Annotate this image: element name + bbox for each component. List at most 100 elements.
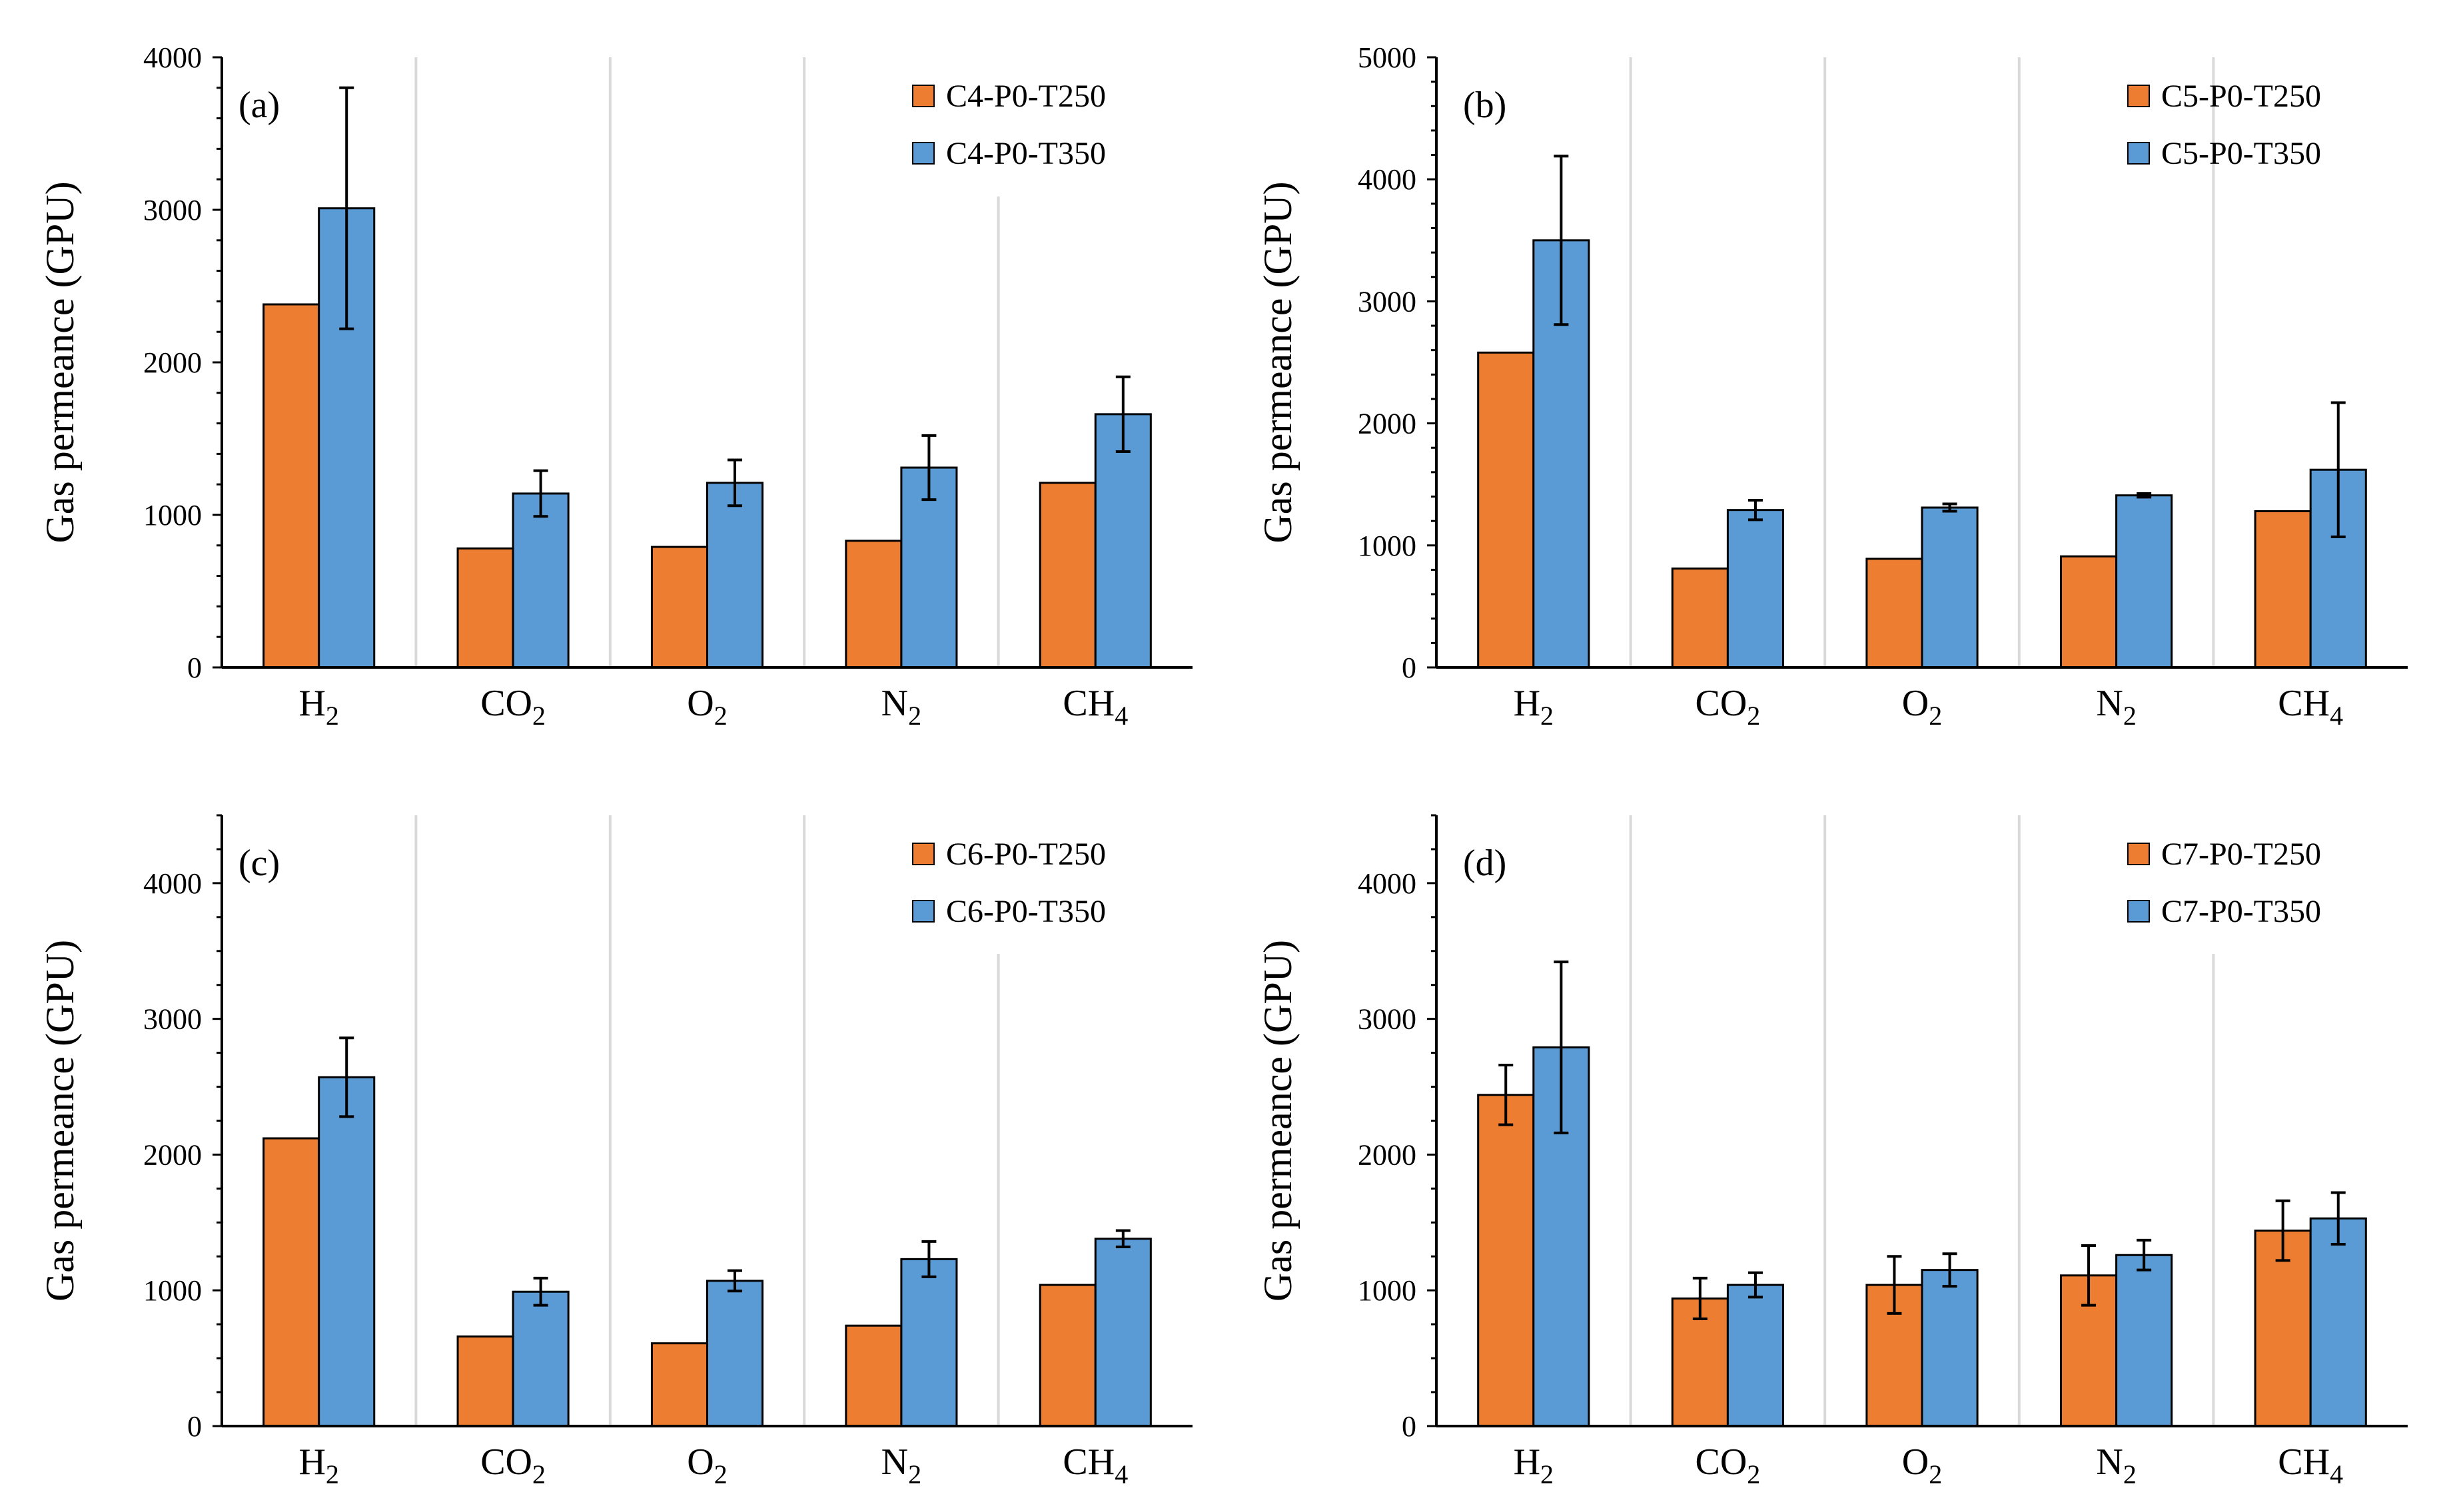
y-tick-label: 0 <box>187 1410 202 1443</box>
error-bar-C6-P0-T350-H2 <box>339 1036 354 1118</box>
legend-label: C6-P0-T250 <box>946 837 1106 872</box>
y-tick-label: 2000 <box>1358 1138 1416 1171</box>
bar-C4-P0-T250-H2 <box>262 303 320 669</box>
error-bar-C6-P0-T350-CO2 <box>533 1276 548 1307</box>
x-tick-label: CH4 <box>2278 683 2343 731</box>
x-tick-label: N2 <box>881 683 921 731</box>
error-bar-C7-P0-T350-H2 <box>1554 960 1569 1134</box>
legend-label: C4-P0-T250 <box>946 79 1106 114</box>
error-bar-C4-P0-T350-CO2 <box>533 469 548 518</box>
error-bar-C7-P0-T350-O2 <box>1942 1252 1957 1288</box>
y-tick-label: 2000 <box>143 1138 202 1171</box>
bar-C5-P0-T250-N2 <box>2059 555 2118 669</box>
error-bar-C7-P0-T250-CO2 <box>1692 1276 1708 1321</box>
chart-panel-c: 0 1000 2000 3000 4000 H2 CO2 O2 N2 CH4 Gas permean… <box>38 814 1193 1489</box>
legend-label: C4-P0-T350 <box>946 136 1106 171</box>
x-tick-label: N2 <box>2096 1441 2136 1489</box>
y-axis-label: Gas permeance (GPU) <box>1256 181 1300 543</box>
y-tick-label: 0 <box>187 651 202 684</box>
legend-swatch <box>2127 843 2150 865</box>
legend-swatch <box>912 843 935 865</box>
y-tick-label: 1000 <box>1358 1274 1416 1307</box>
y-tick-label: 3000 <box>1358 285 1416 318</box>
error-bar-C7-P0-T250-CH4 <box>2275 1199 2290 1262</box>
bar-C7-P0-T250-CH4 <box>2254 1230 2312 1427</box>
error-bar-C7-P0-T350-CH4 <box>2330 1191 2346 1246</box>
bar-C4-P0-T350-CO2 <box>512 492 570 669</box>
legend-label: C7-P0-T350 <box>2161 894 2321 929</box>
bar-C6-P0-T250-CO2 <box>456 1335 514 1427</box>
error-bar-C6-P0-T350-O2 <box>728 1269 743 1293</box>
bar-C5-P0-T350-O2 <box>1921 506 1979 669</box>
bar-C6-P0-T350-CH4 <box>1094 1238 1152 1427</box>
error-bar-C7-P0-T250-H2 <box>1498 1063 1514 1126</box>
legend-swatch <box>2127 85 2150 107</box>
x-tick-label: CO2 <box>1696 683 1761 731</box>
x-tick-label: H2 <box>298 1441 338 1489</box>
y-tick-label: 3000 <box>1358 1003 1416 1036</box>
panel-label: (d) <box>1463 843 1506 884</box>
error-bar-C7-P0-T250-N2 <box>2081 1244 2097 1307</box>
bar-C4-P0-T250-CH4 <box>1039 482 1097 669</box>
bar-C5-P0-T350-N2 <box>2115 494 2173 669</box>
legend-label: C6-P0-T350 <box>946 894 1106 929</box>
error-bar-C5-P0-T350-CO2 <box>1747 499 1763 522</box>
bar-C5-P0-T250-CO2 <box>1671 567 1729 669</box>
y-tick-label: 0 <box>1402 1410 1416 1443</box>
x-tick-label: O2 <box>687 683 727 731</box>
x-tick-label: CH4 <box>1063 683 1128 731</box>
bar-C6-P0-T250-H2 <box>262 1137 320 1427</box>
bar-C6-P0-T350-CO2 <box>512 1290 570 1427</box>
error-bar-C4-P0-T350-H2 <box>339 86 354 330</box>
bar-C6-P0-T350-O2 <box>706 1280 764 1427</box>
bar-C7-P0-T250-H2 <box>1477 1094 1535 1427</box>
chart-panel-a: 0 1000 2000 3000 4000 H2 CO2 O2 N2 CH4 Gas permean… <box>38 41 1193 731</box>
y-tick-label: 3000 <box>143 1003 202 1036</box>
panel-label: (b) <box>1463 85 1506 126</box>
y-tick-label: 1000 <box>143 499 202 532</box>
y-axis-label: Gas permeance (GPU) <box>1256 940 1300 1302</box>
y-tick-label: 1000 <box>143 1274 202 1307</box>
y-tick-label: 5000 <box>1358 41 1416 74</box>
error-bar-C4-P0-T350-O2 <box>728 458 743 508</box>
legend-swatch <box>912 85 935 107</box>
bar-C7-P0-T350-N2 <box>2115 1254 2173 1427</box>
y-tick-label: 1000 <box>1358 530 1416 562</box>
bar-C6-P0-T250-O2 <box>650 1342 708 1427</box>
y-tick-label: 4000 <box>143 41 202 74</box>
chart-panel-b: 0 1000 2000 3000 4000 5000 H2 CO2 O2 N2 CH4 Gas per… <box>1256 41 2408 731</box>
legend-label: C5-P0-T350 <box>2161 136 2321 171</box>
y-tick-label: 4000 <box>143 867 202 900</box>
x-tick-label: CH4 <box>1063 1441 1128 1489</box>
bar-C7-P0-T350-O2 <box>1921 1269 1979 1427</box>
error-bar-C7-P0-T350-N2 <box>2137 1238 2152 1272</box>
x-tick-label: CH4 <box>2278 1441 2343 1489</box>
bar-C7-P0-T350-CH4 <box>2309 1217 2367 1427</box>
error-bar-C5-P0-T350-H2 <box>1554 155 1569 326</box>
bar-C4-P0-T350-O2 <box>706 482 764 669</box>
x-tick-label: CO2 <box>480 683 546 731</box>
error-bar-C7-P0-T350-CO2 <box>1747 1271 1763 1299</box>
panel-label: (c) <box>239 843 280 884</box>
error-bar-C6-P0-T350-N2 <box>921 1240 937 1278</box>
y-tick-label: 0 <box>1402 651 1416 684</box>
bar-C6-P0-T350-N2 <box>900 1258 958 1427</box>
legend-swatch <box>2127 900 2150 923</box>
error-bar-C5-P0-T350-N2 <box>2137 492 2152 499</box>
legend-swatch <box>2127 142 2150 165</box>
bar-C6-P0-T350-H2 <box>318 1076 376 1427</box>
y-tick-label: 2000 <box>143 346 202 379</box>
bar-C4-P0-T250-N2 <box>845 540 903 669</box>
x-tick-label: CO2 <box>1696 1441 1761 1489</box>
x-tick-label: H2 <box>1514 683 1554 731</box>
bar-C6-P0-T250-CH4 <box>1039 1284 1097 1427</box>
y-axis-label: Gas permeance (GPU) <box>38 940 82 1302</box>
x-tick-label: O2 <box>687 1441 727 1489</box>
bar-C4-P0-T250-O2 <box>650 546 708 669</box>
x-tick-label: N2 <box>881 1441 921 1489</box>
y-axis-label: Gas permeance (GPU) <box>38 181 82 543</box>
bar-C5-P0-T250-H2 <box>1477 351 1535 669</box>
y-tick-label: 4000 <box>1358 867 1416 900</box>
legend-swatch <box>912 142 935 165</box>
